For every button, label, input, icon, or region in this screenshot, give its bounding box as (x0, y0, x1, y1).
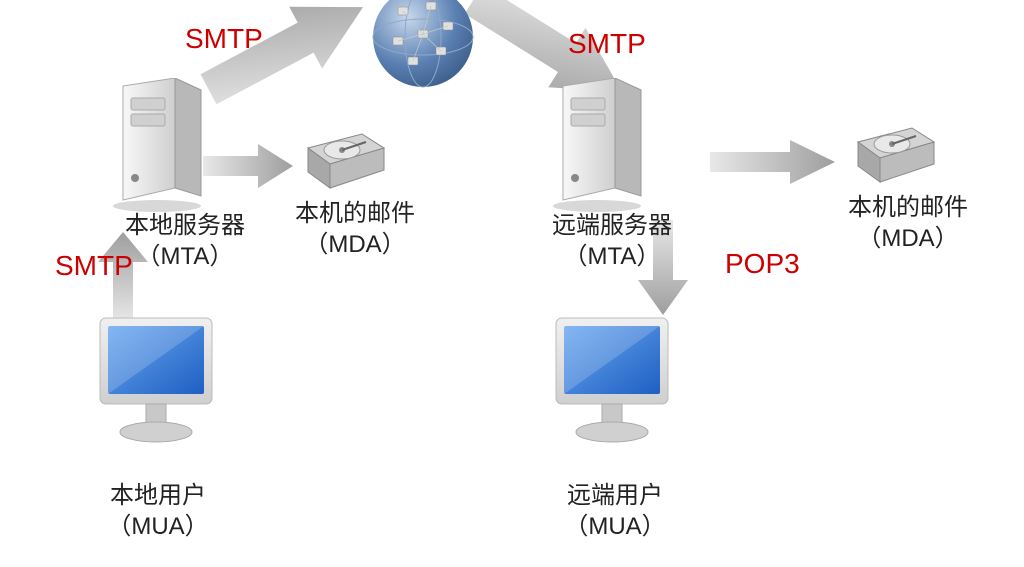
arrow-local-server-to-mda (203, 144, 293, 188)
arrow-remote-server-to-mda (710, 140, 835, 184)
remote-user-label: 远端用户 （MUA） (535, 480, 695, 542)
smtp-right-label: SMTP (568, 28, 646, 60)
remote-mda-disk-icon (850, 122, 940, 197)
pop3-label: POP3 (725, 248, 800, 280)
remote-user-monitor-icon (548, 312, 678, 457)
local-user-label: 本地用户 （MUA） (78, 480, 238, 542)
local-mda-label: 本机的邮件 （MDA） (275, 198, 435, 260)
remote-server-icon (545, 78, 645, 218)
remote-mda-label: 本机的邮件 （MDA） (823, 192, 993, 254)
local-user-monitor-icon (92, 312, 222, 457)
remote-server-label: 远端服务器 （MTA） (532, 210, 692, 272)
smtp-up-label: SMTP (55, 250, 133, 282)
smtp-left-label: SMTP (185, 23, 263, 55)
local-server-icon (105, 78, 205, 218)
internet-globe-icon (368, 0, 478, 92)
local-mda-disk-icon (300, 128, 390, 203)
